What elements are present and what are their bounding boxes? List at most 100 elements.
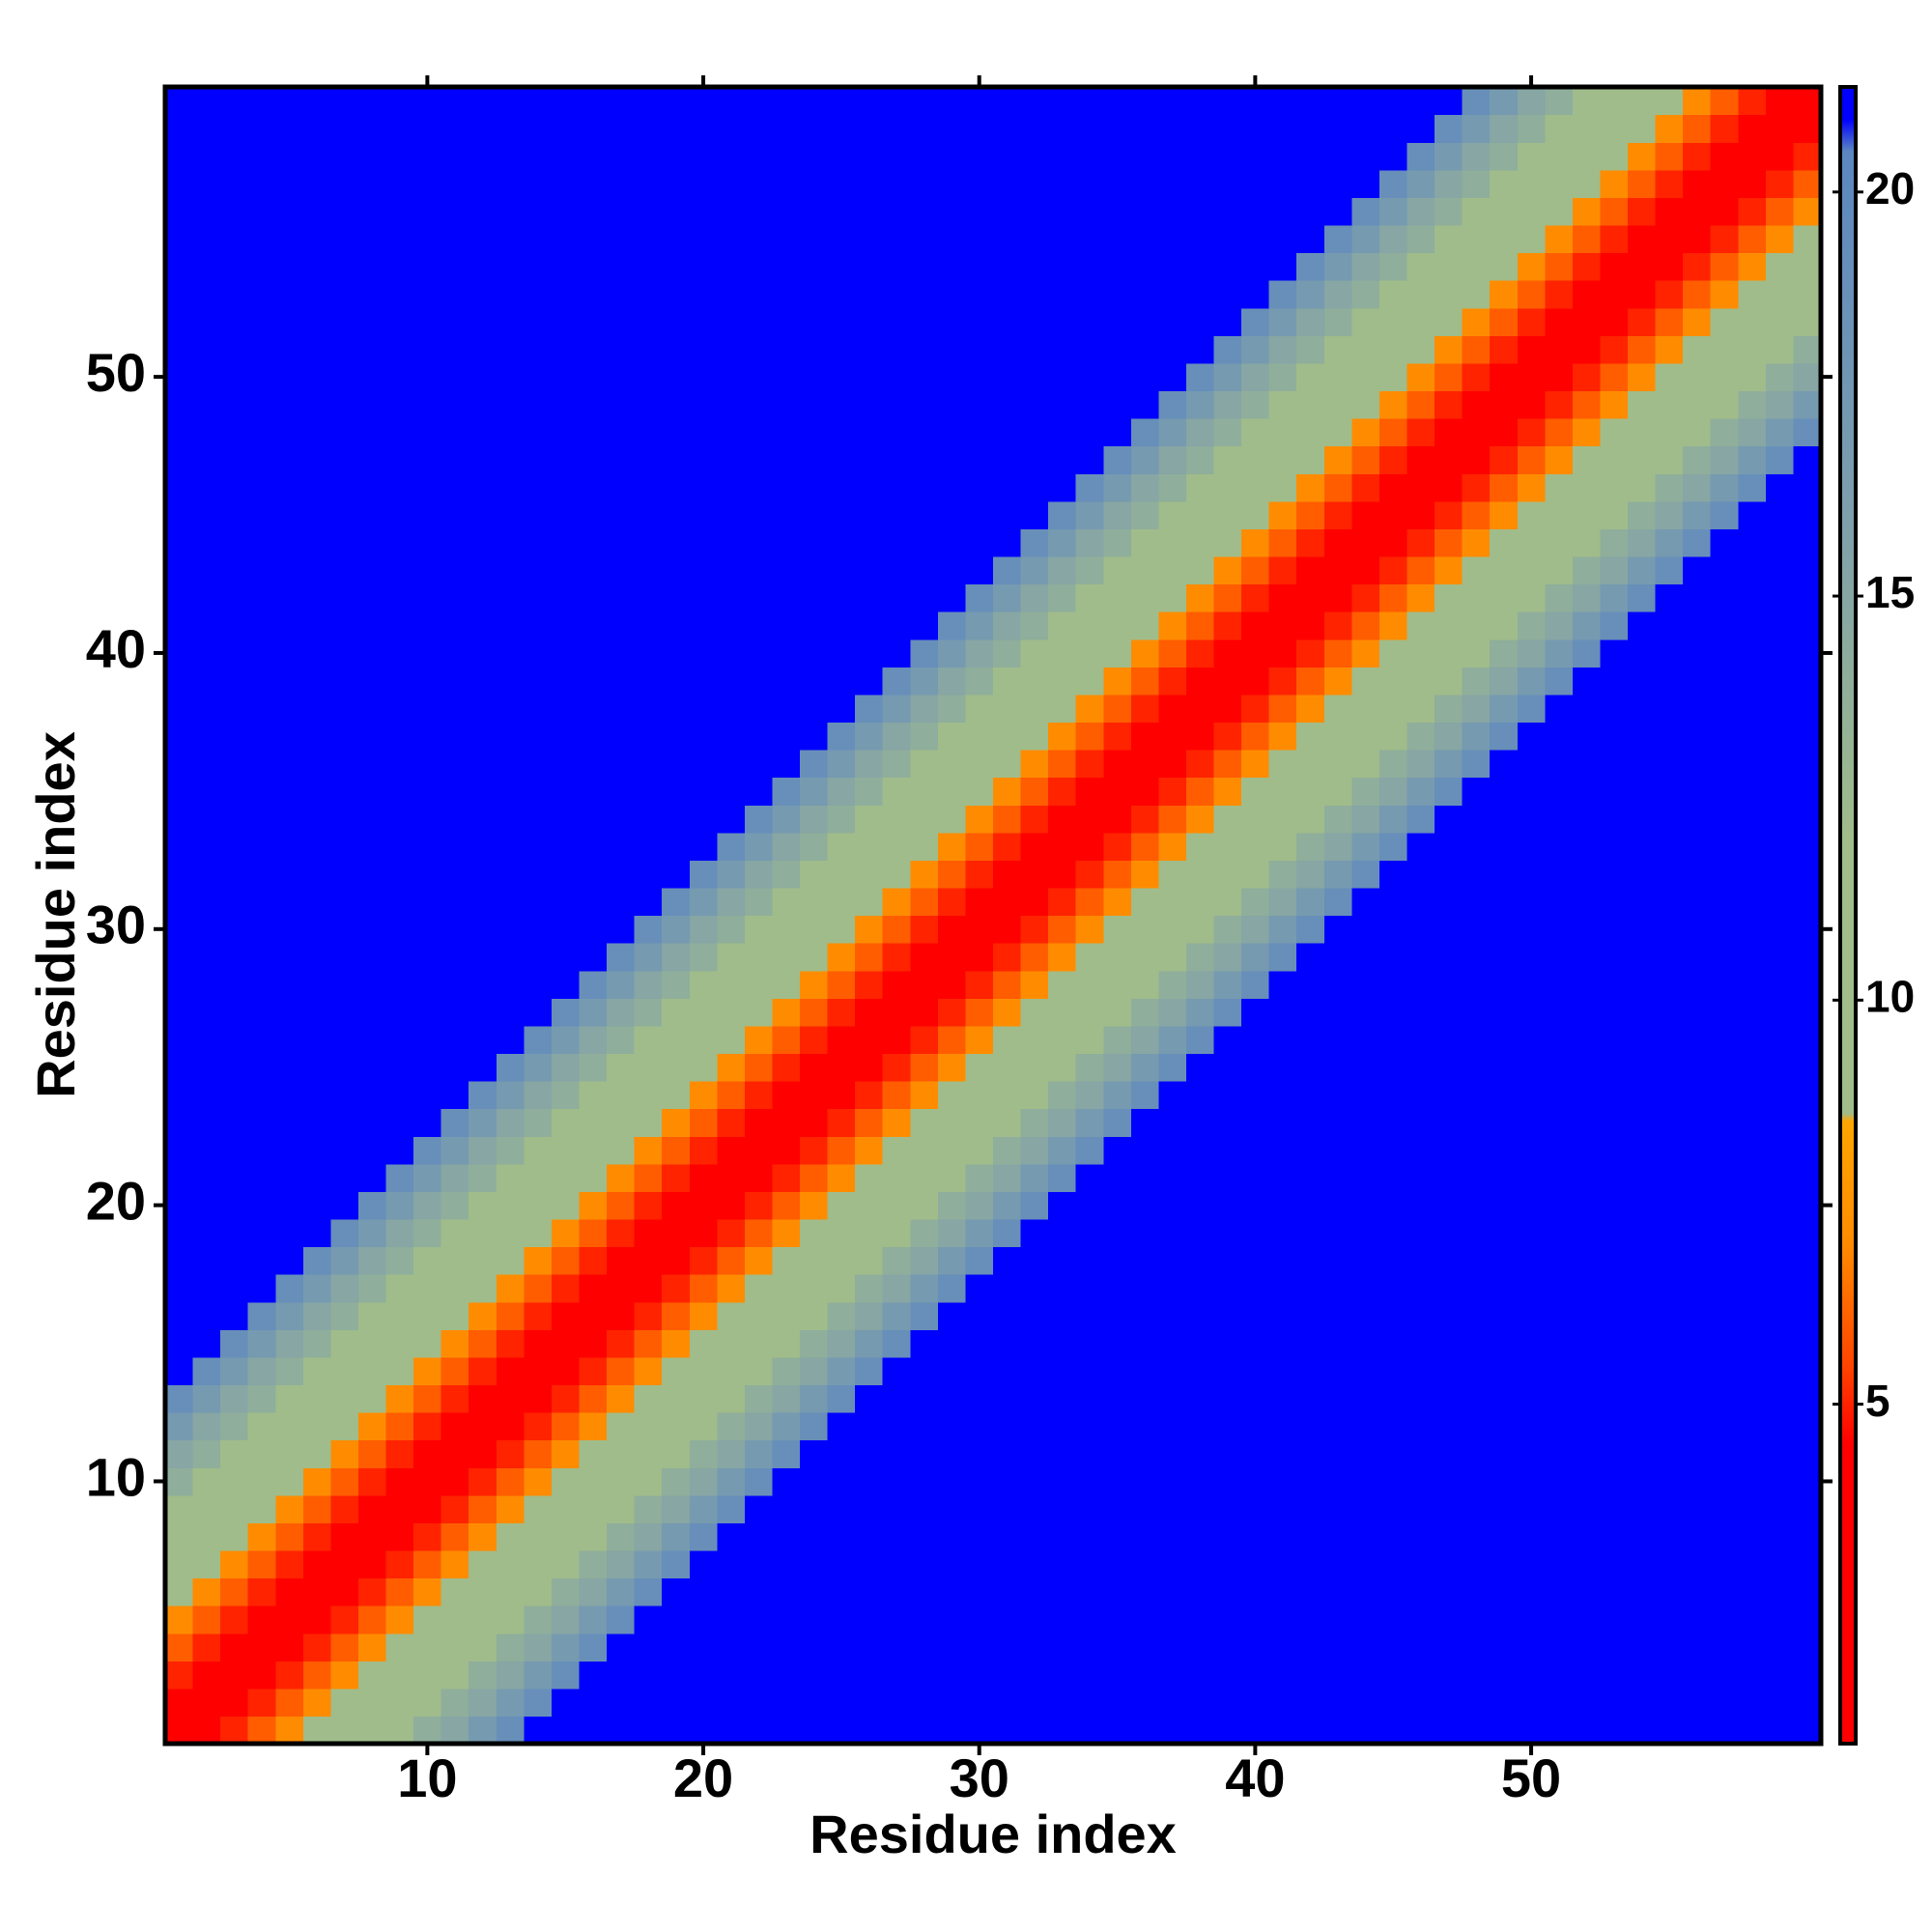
heatmap-cells bbox=[165, 87, 1822, 1745]
heatmap-cell bbox=[1185, 1163, 1215, 1192]
heatmap-cell bbox=[1710, 1081, 1739, 1110]
heatmap-cell bbox=[1572, 1384, 1602, 1413]
heatmap-cell bbox=[165, 555, 194, 585]
heatmap-cell bbox=[1435, 667, 1463, 696]
heatmap-cell bbox=[1628, 1218, 1657, 1248]
heatmap-cell bbox=[827, 611, 856, 640]
heatmap-cell bbox=[524, 362, 553, 392]
heatmap-cell bbox=[1738, 970, 1767, 999]
heatmap-cell bbox=[1075, 694, 1104, 724]
heatmap-cell bbox=[496, 224, 525, 254]
heatmap-cell bbox=[220, 1384, 249, 1413]
heatmap-cell bbox=[302, 832, 331, 861]
heatmap-cell bbox=[1600, 1661, 1629, 1690]
heatmap-cell bbox=[1185, 500, 1215, 529]
heatmap-cell bbox=[855, 142, 884, 171]
heatmap-cell bbox=[1710, 1053, 1739, 1082]
heatmap-cell bbox=[357, 722, 387, 751]
heatmap-cell bbox=[1628, 1688, 1657, 1718]
heatmap-cell bbox=[247, 335, 276, 364]
heatmap-cell bbox=[551, 1274, 581, 1303]
heatmap-cell bbox=[469, 307, 497, 336]
heatmap-cell bbox=[1462, 722, 1491, 751]
heatmap-cell bbox=[744, 473, 774, 502]
heatmap-cell bbox=[717, 722, 746, 751]
heatmap-cell bbox=[1048, 667, 1077, 696]
heatmap-cell bbox=[579, 445, 608, 474]
heatmap-cell bbox=[965, 1053, 994, 1082]
heatmap-cell bbox=[220, 611, 249, 640]
heatmap-cell bbox=[330, 555, 359, 585]
heatmap-cell bbox=[357, 142, 387, 171]
heatmap-cell bbox=[607, 1522, 636, 1551]
heatmap-cell bbox=[1738, 528, 1767, 557]
heatmap-cell bbox=[1545, 500, 1574, 529]
heatmap-cell bbox=[551, 114, 581, 143]
heatmap-cell bbox=[993, 1549, 1022, 1579]
heatmap-cell bbox=[220, 362, 249, 392]
heatmap-cell bbox=[1793, 1274, 1822, 1303]
heatmap-cell bbox=[1517, 1356, 1546, 1386]
heatmap-cell bbox=[1572, 500, 1602, 529]
heatmap-cell bbox=[1545, 832, 1574, 861]
heatmap-cell bbox=[330, 1549, 359, 1579]
heatmap-cell bbox=[1793, 390, 1822, 419]
heatmap-cell bbox=[717, 445, 746, 474]
heatmap-cell bbox=[1158, 445, 1187, 474]
heatmap-cell bbox=[1572, 390, 1602, 419]
heatmap-cell bbox=[275, 1467, 304, 1496]
heatmap-cell bbox=[220, 583, 249, 612]
heatmap-cell bbox=[1545, 1053, 1574, 1082]
heatmap-cell bbox=[1710, 445, 1739, 474]
heatmap-cell bbox=[1378, 169, 1408, 198]
heatmap-cell bbox=[413, 197, 442, 226]
heatmap-cell bbox=[855, 1633, 884, 1662]
heatmap-cell bbox=[1655, 1108, 1684, 1137]
heatmap-cell bbox=[1323, 1218, 1352, 1248]
heatmap-cell bbox=[910, 805, 939, 834]
heatmap-cell bbox=[1738, 252, 1767, 281]
heatmap-cell bbox=[634, 1274, 663, 1303]
heatmap-cell bbox=[1378, 1439, 1408, 1468]
heatmap-cell bbox=[1545, 169, 1574, 198]
heatmap-cell bbox=[1158, 169, 1187, 198]
heatmap-cell bbox=[1738, 280, 1767, 309]
heatmap-cell bbox=[1130, 445, 1159, 474]
heatmap-cell bbox=[1048, 528, 1077, 557]
heatmap-cell bbox=[469, 1025, 497, 1055]
heatmap-cell bbox=[1213, 307, 1242, 336]
heatmap-cell bbox=[993, 197, 1022, 226]
heatmap-cell bbox=[800, 224, 829, 254]
heatmap-cell bbox=[827, 1274, 856, 1303]
heatmap-cell bbox=[1185, 1549, 1215, 1579]
heatmap-cell bbox=[275, 667, 304, 696]
heatmap-cell bbox=[855, 555, 884, 585]
heatmap-cell bbox=[1075, 805, 1104, 834]
heatmap-cell bbox=[192, 943, 221, 972]
heatmap-cell bbox=[247, 252, 276, 281]
heatmap-cell bbox=[496, 114, 525, 143]
heatmap-cell bbox=[1103, 1081, 1132, 1110]
heatmap-cell bbox=[689, 722, 718, 751]
heatmap-cell bbox=[1296, 1688, 1325, 1718]
heatmap-cell bbox=[1683, 860, 1712, 889]
heatmap-cell bbox=[800, 1136, 829, 1165]
heatmap-cell bbox=[1048, 583, 1077, 612]
heatmap-cell bbox=[800, 915, 829, 944]
heatmap-cell bbox=[165, 1494, 194, 1523]
heatmap-cell bbox=[1628, 1522, 1657, 1551]
heatmap-cell bbox=[1048, 1108, 1077, 1137]
heatmap-cell bbox=[1765, 114, 1795, 143]
heatmap-cell bbox=[1020, 390, 1049, 419]
heatmap-cell bbox=[1600, 1384, 1629, 1413]
heatmap-cell bbox=[1323, 1494, 1352, 1523]
heatmap-cell bbox=[800, 528, 829, 557]
heatmap-cell bbox=[1738, 1163, 1767, 1192]
heatmap-cell bbox=[1323, 1163, 1352, 1192]
heatmap-cell bbox=[1490, 197, 1519, 226]
heatmap-cell bbox=[1710, 1688, 1739, 1718]
heatmap-cell bbox=[1628, 1356, 1657, 1386]
heatmap-cell bbox=[1435, 611, 1463, 640]
heatmap-cell bbox=[744, 500, 774, 529]
heatmap-cell bbox=[1545, 197, 1574, 226]
